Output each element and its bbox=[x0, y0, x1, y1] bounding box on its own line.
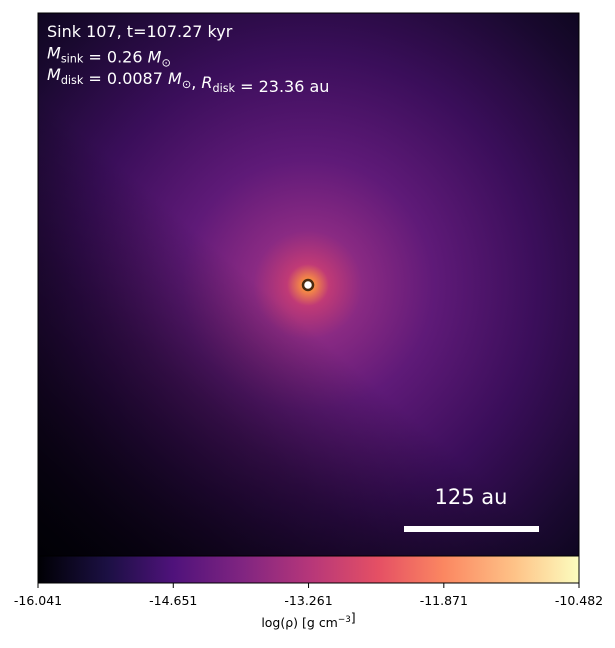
subscript: sink bbox=[61, 53, 84, 66]
tick-label: -10.482 bbox=[555, 593, 603, 608]
rich-text: Mdisk = 0.0087 M⊙, Rdisk = 23.36 au bbox=[47, 65, 329, 96]
tick-label: -16.041 bbox=[14, 593, 62, 608]
tick-label: -14.651 bbox=[149, 593, 197, 608]
text-part: R bbox=[201, 73, 212, 92]
rich-text: log(ρ) [g cm−3] bbox=[261, 610, 355, 630]
tick-label: -13.261 bbox=[284, 593, 332, 608]
text-part: = 0.26 bbox=[83, 48, 147, 67]
text-part: , bbox=[191, 73, 201, 92]
subscript: ⊙ bbox=[161, 57, 170, 70]
subscript: disk bbox=[61, 74, 84, 87]
tick-label: -11.871 bbox=[420, 593, 468, 608]
text-part: = 0.0087 bbox=[83, 69, 168, 88]
colorbar bbox=[37, 555, 580, 584]
subscript: disk bbox=[212, 82, 235, 95]
colorbar-axis: -16.041 -14.651 -13.261 -11.871 -10.482 log(ρ… bbox=[14, 583, 603, 630]
subscript: ⊙ bbox=[182, 78, 191, 91]
text-part: M bbox=[168, 69, 182, 88]
rich-text: Msink = 0.26 M⊙ bbox=[47, 44, 171, 70]
scale-bar-label: 125 au bbox=[435, 485, 508, 509]
text-part: Sink 107, t=107.27 kyr bbox=[47, 22, 233, 41]
text-part: M bbox=[148, 48, 162, 67]
text-part: log(ρ) [g cm bbox=[261, 615, 338, 630]
text-part: = 23.36 au bbox=[235, 77, 329, 96]
sink-marker bbox=[301, 278, 315, 292]
rich-text: Sink 107, t=107.27 kyr bbox=[47, 22, 233, 41]
text-part: ] bbox=[351, 610, 356, 625]
superscript: −3 bbox=[338, 615, 351, 625]
text-part: M bbox=[47, 44, 61, 63]
text-part: M bbox=[47, 65, 61, 84]
